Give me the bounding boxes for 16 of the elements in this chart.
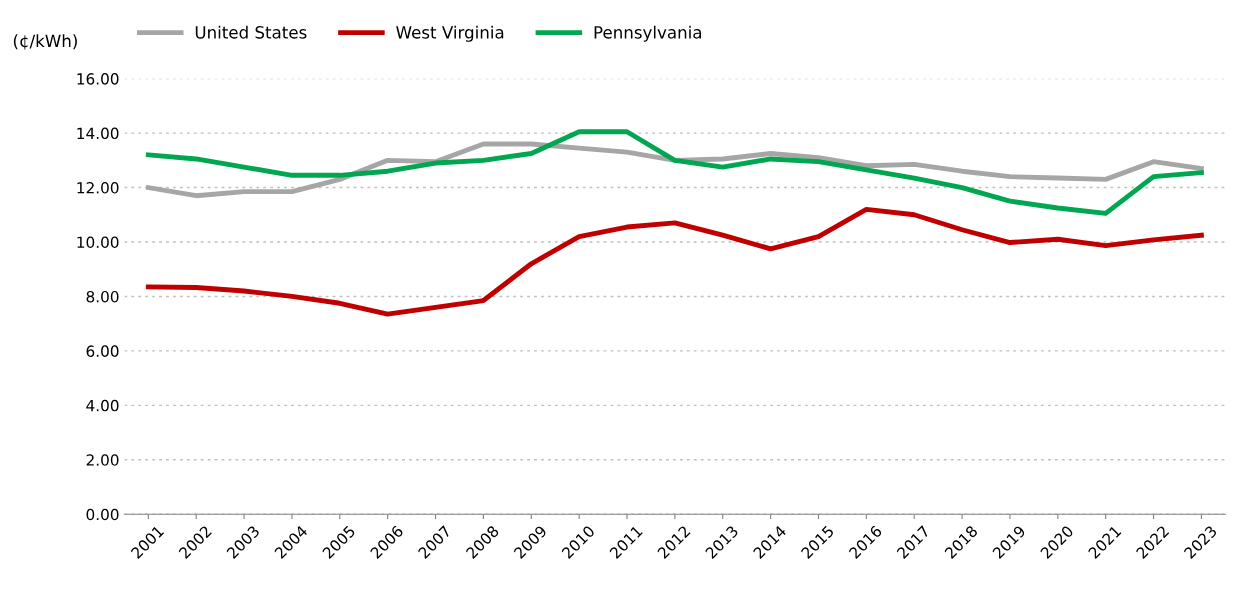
line-series [145,129,1204,216]
y-tick-label: 8.00 [86,290,119,303]
legend-label: West Virginia [396,25,504,42]
line-series [145,141,1204,199]
y-tick-label: 12.00 [77,182,119,194]
y-tick-label: 14.00 [77,127,119,140]
y-tick-label: 16.00 [77,73,119,85]
y-axis-title: (¢/kWh) [13,34,77,50]
legend-label: United States [195,25,307,39]
line-series [145,206,1204,317]
y-tick-label: 6.00 [86,345,119,357]
y-tick-label: 2.00 [86,454,119,466]
y-tick-label: 4.00 [86,399,119,412]
legend-label: Pennsylvania [594,25,701,42]
y-tick-label: 10.00 [77,236,119,249]
y-tick-label: 0.00 [86,508,119,521]
